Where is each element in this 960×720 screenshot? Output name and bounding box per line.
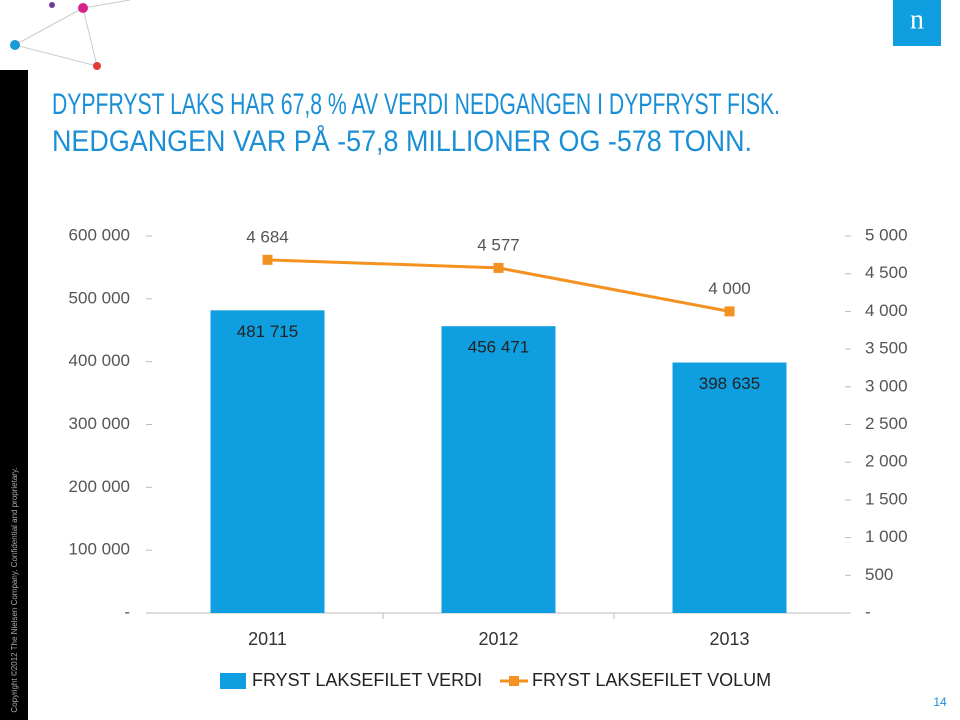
y-tick-label: 100 000 (69, 540, 130, 559)
bar (441, 326, 556, 613)
title-line: NEDGANGEN VAR PÅ -57,8 MILLIONER OG -578… (52, 125, 752, 158)
line-marker (493, 262, 504, 273)
y-tick-label: 300 000 (69, 414, 130, 433)
y-tick-label: 500 000 (69, 288, 130, 307)
y-tick-label: 200 000 (69, 477, 130, 496)
x-tick-label: 2012 (478, 629, 518, 649)
y2-tick-label: 3 500 (865, 339, 908, 358)
y2-tick-label: 4 500 (865, 263, 908, 282)
legend-swatch (509, 676, 519, 686)
y-tick-label: 600 000 (69, 225, 130, 244)
bar-value-label: 481 715 (237, 322, 298, 341)
line-value-label: 4 000 (708, 279, 751, 298)
y2-tick-label: 5 000 (865, 225, 908, 244)
page-number: 14 (933, 695, 947, 709)
line-value-label: 4 684 (246, 227, 289, 246)
legend-swatch (220, 673, 246, 689)
title-line: DYPFRYST LAKS HAR 67,8 % AV VERDI NEDGAN… (52, 88, 780, 121)
x-tick-label: 2013 (709, 629, 749, 649)
logo: n (910, 4, 924, 35)
legend-label: FRYST LAKSEFILET VERDI (252, 670, 482, 690)
y2-tick-label: 2 500 (865, 414, 908, 433)
line-value-label: 4 577 (477, 235, 520, 254)
x-tick-label: 2011 (248, 629, 287, 649)
copyright: Copyright ©2012 The Nielsen Company. Con… (10, 467, 19, 712)
bar-value-label: 456 471 (468, 338, 529, 357)
y-tick-label: 400 000 (69, 351, 130, 370)
y2-tick-label: 1 000 (865, 527, 908, 546)
legend-label: FRYST LAKSEFILET VOLUM (532, 670, 771, 690)
y-tick-label: - (124, 602, 130, 621)
line-marker (262, 254, 273, 265)
bar (210, 310, 325, 613)
chart: - 100 000 200 000 300 000 400 000 500 000 600 … (69, 225, 908, 689)
logo-box (893, 0, 941, 46)
y2-tick-label: 3 000 (865, 376, 908, 395)
bar (672, 362, 787, 613)
bar-value-label: 398 635 (699, 374, 760, 393)
y2-tick-label: 2 000 (865, 452, 908, 471)
y2-tick-label: 4 000 (865, 301, 908, 320)
y2-tick-label: - (865, 602, 871, 621)
side-strip (0, 70, 28, 720)
y2-tick-label: 500 (865, 565, 893, 584)
decoration (10, 0, 131, 70)
line-marker (724, 306, 735, 317)
y2-tick-label: 1 500 (865, 489, 908, 508)
